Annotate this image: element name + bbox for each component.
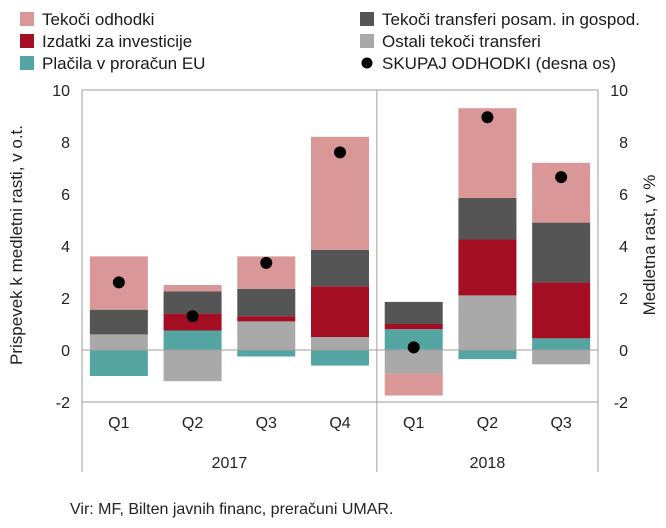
total-marker (186, 310, 199, 323)
bar-segment (384, 324, 443, 330)
bar-segment (532, 350, 591, 365)
plot-area (81, 89, 599, 403)
y-tick-label-right: 0 (619, 343, 628, 360)
bar-segment (384, 350, 443, 374)
y-tick-label-right: 8 (619, 135, 628, 152)
y-tick-label-left: 4 (61, 239, 70, 256)
bar-segment (163, 330, 222, 350)
bar-segment (163, 285, 222, 292)
y-tick-label-right: -2 (614, 395, 628, 412)
bar-segment (458, 239, 517, 296)
y-axis-title-left: Prispevek k medletni rasti, v o.t. (7, 125, 26, 365)
x-tick-label: Q3 (550, 415, 571, 432)
bar-segment (237, 288, 296, 317)
bar-segment (163, 291, 222, 314)
y-axis-title-right: Medletna rast, v % (640, 175, 659, 316)
legend-swatch (360, 34, 374, 48)
bar-segment (384, 373, 443, 396)
bar-segment (532, 338, 591, 350)
y-tick-label-left: 8 (61, 135, 70, 152)
legend-label: Ostali tekoči transferi (382, 32, 541, 51)
y-tick-label-left: -2 (56, 395, 70, 412)
y-axis-left: -2 0 2 4 6 8 10 (52, 83, 70, 412)
legend-marker-total (361, 57, 373, 69)
legend-label: SKUPAJ ODHODKI (desna os) (382, 54, 616, 73)
y-tick-label-left: 10 (52, 83, 70, 100)
x-tick-label: Q4 (329, 415, 350, 432)
x-group-label: 2017 (212, 455, 248, 472)
bar-segment (311, 337, 369, 350)
total-marker (112, 276, 125, 289)
legend-swatch (20, 34, 34, 48)
bar-segment (532, 282, 591, 339)
total-marker (481, 111, 494, 124)
bar-segment (458, 350, 517, 360)
legend-label: Tekoči transferi posam. in gospod. (382, 10, 640, 29)
bar-segment (237, 350, 296, 357)
legend-swatch (20, 12, 34, 26)
bar-segment (163, 350, 222, 382)
x-tick-label: Q2 (182, 415, 203, 432)
bar-segment (532, 222, 591, 283)
bar-segment (89, 350, 148, 376)
legend: Tekoči odhodki Tekoči transferi posam. in… (20, 10, 640, 73)
y-tick-label-right: 10 (610, 83, 628, 100)
x-tick-label: Q1 (108, 415, 129, 432)
total-marker (407, 341, 420, 354)
legend-label: Plačila v proračun EU (42, 54, 205, 73)
bar-segment (89, 309, 148, 335)
y-axis-right: -2 0 2 4 6 8 10 (610, 83, 628, 412)
total-marker (334, 146, 346, 159)
bar-segment (311, 249, 369, 287)
bar-segment (384, 329, 443, 350)
bar-segment (458, 197, 517, 240)
bar-segment (237, 321, 296, 350)
y-tick-label-left: 2 (61, 291, 70, 308)
legend-label: Tekoči odhodki (42, 10, 154, 29)
y-tick-label-left: 6 (61, 187, 70, 204)
x-tick-label: Q1 (403, 415, 424, 432)
x-axis: Q1 Q2 Q3 Q4 Q1 Q2 Q3 2017 2018 (81, 90, 599, 472)
total-marker (260, 256, 273, 269)
bar-segment (311, 286, 369, 337)
plot-frame (81, 89, 599, 403)
bar-segment (89, 334, 148, 350)
y-tick-label-right: 6 (619, 187, 628, 204)
source-note: Vir: MF, Bilten javnih financ, preračuni… (70, 501, 393, 518)
x-tick-label: Q2 (477, 415, 498, 432)
legend-swatch (360, 12, 374, 26)
y-tick-label-right: 2 (619, 291, 628, 308)
bar-segment (311, 350, 369, 366)
legend-swatch (20, 56, 34, 70)
bar-segment (458, 295, 517, 350)
legend-label: Izdatki za investicije (42, 32, 192, 51)
y-tick-label-right: 4 (619, 239, 628, 256)
x-group-label: 2018 (470, 455, 506, 472)
y-tick-label-left: 0 (61, 343, 70, 360)
x-tick-label: Q3 (256, 415, 277, 432)
total-marker (555, 171, 568, 184)
bar-segment (237, 316, 296, 322)
bar-segment (384, 301, 443, 324)
